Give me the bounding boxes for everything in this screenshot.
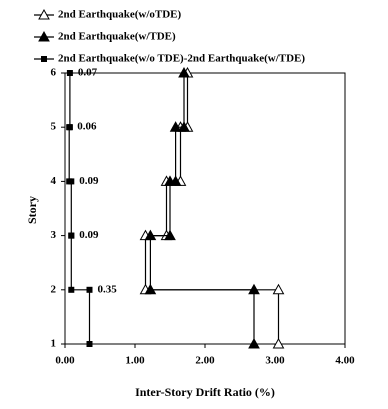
data-label: 0.09: [79, 175, 99, 187]
y-tick-label: 4: [51, 175, 57, 187]
point: [68, 232, 75, 239]
y-axis-title: Story: [25, 196, 39, 224]
legend-label: 2nd Earthquake(w/TDE): [58, 31, 176, 43]
point: [66, 70, 73, 76]
point: [164, 229, 176, 241]
y-tick-label: 6: [51, 67, 57, 79]
point: [144, 229, 157, 241]
point: [178, 121, 190, 132]
y-tick-label: 2: [51, 283, 57, 295]
point: [66, 178, 73, 185]
x-tick-label: 4.00: [335, 355, 355, 367]
point: [68, 286, 75, 293]
legend-label: 2nd Earthquake(w/oTDE): [58, 9, 182, 21]
legend-marker: [38, 8, 50, 20]
y-tick-label: 3: [51, 229, 57, 241]
data-label: 0.06: [77, 121, 97, 133]
x-tick-label: 1.00: [125, 355, 145, 367]
point: [86, 341, 93, 347]
x-tick-label: 3.00: [265, 355, 285, 367]
data-label: 0.09: [79, 229, 99, 241]
legend-marker: [38, 30, 50, 42]
series-line: [149, 73, 255, 344]
point: [248, 283, 260, 295]
legend-label: 2nd Earthquake(w/o TDE)-2nd Earthquake(w…: [58, 53, 305, 65]
x-axis-title: Inter-Story Drift Ratio (%): [135, 385, 275, 399]
point: [169, 175, 182, 186]
point: [272, 283, 285, 295]
x-tick-label: 2.00: [195, 355, 215, 367]
point: [86, 286, 93, 293]
point: [248, 337, 260, 349]
data-label: 0.35: [98, 283, 118, 295]
point: [144, 283, 157, 295]
point: [169, 121, 182, 132]
point: [66, 124, 73, 131]
x-tick-label: 0.00: [55, 355, 75, 367]
point: [272, 337, 285, 349]
data-label: 0.07: [78, 67, 98, 79]
y-tick-label: 5: [51, 121, 57, 133]
legend-marker: [41, 56, 47, 62]
y-tick-label: 1: [51, 338, 57, 350]
point: [178, 66, 190, 78]
